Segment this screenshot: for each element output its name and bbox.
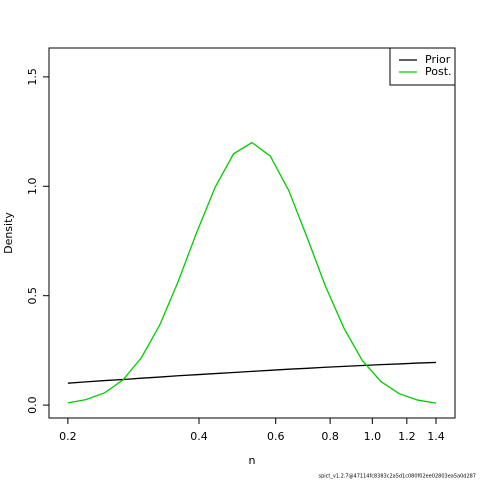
- y-axis-label: Density: [2, 212, 15, 254]
- x-tick-label: 1.0: [364, 430, 382, 443]
- line-series: [67, 361, 437, 384]
- x-tick-label: 0.2: [59, 430, 77, 443]
- x-axis-label: n: [249, 454, 256, 467]
- plot-frame: [48, 47, 456, 419]
- legend-box: [389, 47, 456, 86]
- x-tick-label: 0.8: [321, 430, 339, 443]
- x-tick-label: 0.6: [267, 430, 285, 443]
- y-tick-label: 0.5: [26, 287, 39, 305]
- y-tick-label: 1.0: [26, 178, 39, 196]
- x-tick-label: 0.4: [190, 430, 208, 443]
- footnote: spict_v1.2.7@47114fc8383c2a5d1c080f02ee0…: [319, 474, 477, 480]
- legend-label: Post.: [425, 65, 452, 78]
- y-tick-label: 0.0: [26, 396, 39, 414]
- x-tick-label: 1.2: [398, 430, 416, 443]
- y-tick-label: 1.5: [26, 68, 39, 86]
- legend-label: Prior: [425, 53, 451, 66]
- line-series: [67, 141, 437, 404]
- x-tick-label: 1.4: [427, 430, 445, 443]
